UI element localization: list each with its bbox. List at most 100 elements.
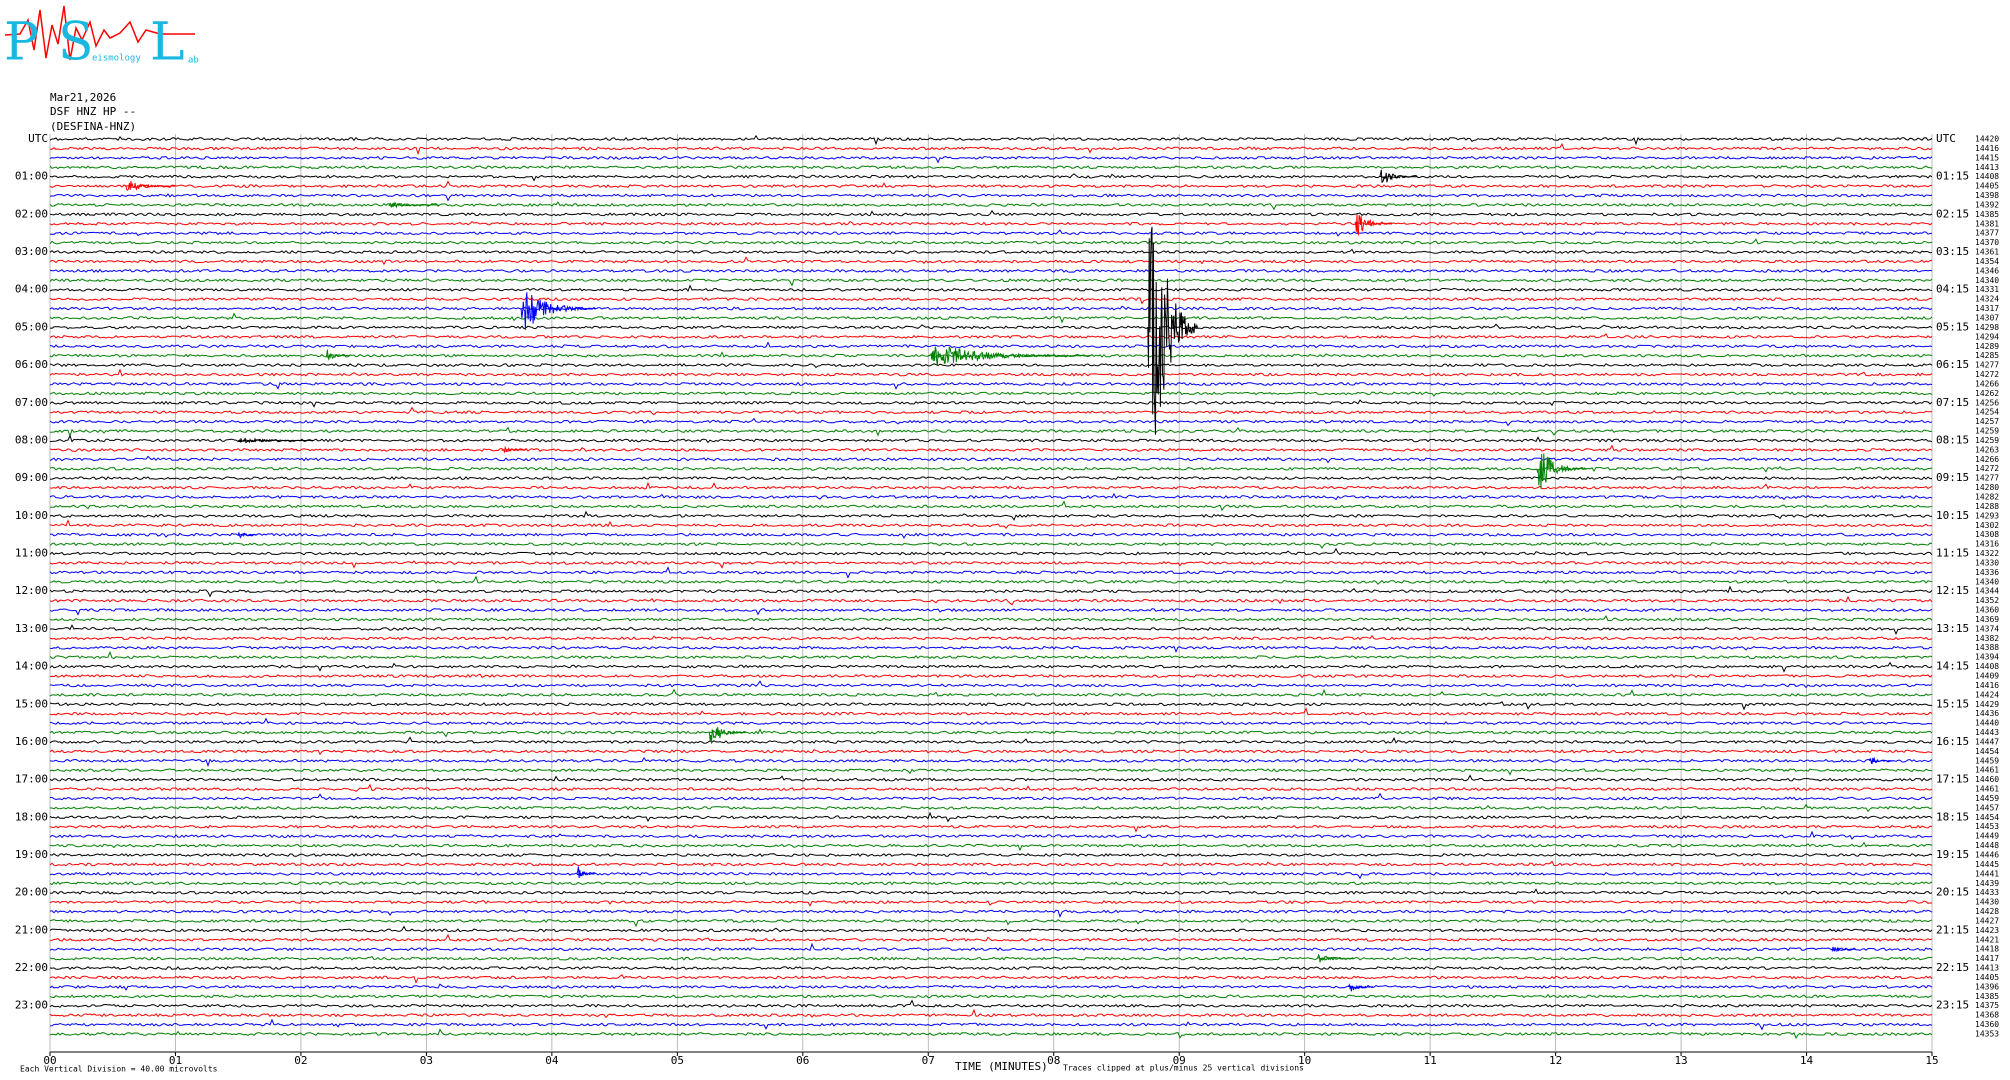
left-hour-label: 19:00 [15,848,48,861]
trace [49,1008,1932,1019]
trace-number: 14428 [1975,907,1999,916]
trace [49,661,1933,673]
x-tick-label: 02 [294,1054,307,1067]
x-tick-label: 14 [1800,1054,1814,1067]
trace [49,774,1932,782]
trace [49,201,1933,211]
trace [49,673,1933,679]
trace [49,268,1933,273]
left-hour-label: 17:00 [15,773,48,786]
trace-number: 14266 [1975,379,1999,388]
left-hour-label: 23:00 [15,999,48,1012]
trace [49,748,1933,756]
event [520,292,596,330]
logo-squiggle [4,5,195,61]
trace-number: 14282 [1975,493,1999,502]
trace [49,942,1933,952]
trace-number: 14436 [1975,709,1999,718]
event [501,445,527,454]
trace [49,728,1933,738]
trace [49,278,1933,287]
clip-note: Traces clipped at plus/minus 25 vertical… [1063,1064,1304,1073]
trace [49,465,1933,473]
x-axis-label: TIME (MINUTES) [955,1060,1048,1073]
trace-number: 14308 [1975,530,1999,539]
x-tick-label: 12 [1549,1054,1562,1067]
trace [49,860,1933,867]
trace [49,768,1932,776]
trace [49,841,1933,852]
trace-number: 14361 [1975,248,1999,257]
trace-number: 14360 [1975,606,1999,615]
trace [49,634,1933,641]
event [1354,214,1393,237]
trace-number: 14430 [1975,898,1999,907]
right-hour-label: UTC [1936,132,1956,145]
trace [49,888,1933,895]
left-hour-label: 18:00 [15,810,48,823]
trace-number: 14370 [1975,238,1999,247]
right-hour-label: 19:15 [1936,848,1969,861]
trace-number: 14398 [1975,191,1999,200]
trace-number: 14457 [1975,803,1999,812]
trace-number: 14369 [1975,615,1999,624]
right-hour-label: 15:15 [1936,697,1969,710]
trace [49,256,1933,266]
event [237,531,257,539]
x-tick-label: 13 [1674,1054,1687,1067]
trace-number: 14409 [1975,672,1999,681]
trace-number: 14374 [1975,624,1999,633]
trace-number: 14396 [1975,982,1999,991]
x-tick-label: 05 [671,1054,684,1067]
trace [49,209,1933,217]
trace [49,444,1933,452]
trace-number: 14416 [1975,144,1999,153]
trace [49,341,1933,349]
traces [49,134,1933,1039]
trace [49,381,1933,390]
trace-number: 14421 [1975,935,1999,944]
right-hour-label: 21:15 [1936,923,1969,936]
trace-number: 14440 [1975,719,1999,728]
trace [49,830,1933,840]
trace [49,173,1933,182]
trace [49,180,1933,189]
logo-s: S [58,13,94,73]
trace [49,595,1933,606]
trace [49,974,1933,984]
right-hour-label: 18:15 [1936,810,1969,823]
trace [49,608,1933,616]
x-tick-label: 07 [922,1054,935,1067]
right-hour-label: 01:15 [1936,170,1969,183]
logo-lab: ab [188,56,199,66]
trace [49,165,1933,170]
trace-number: 14413 [1975,163,1999,172]
trace-number: 14272 [1975,370,1999,379]
trace [49,560,1933,569]
trace [49,532,1933,539]
trace [49,575,1933,585]
trace-number: 14346 [1975,266,1999,275]
trace [49,426,1933,438]
trace [49,688,1933,697]
trace-number: 14307 [1975,314,1999,323]
header-channel: DSF HNZ HP -- [50,105,136,118]
right-hour-label: 13:15 [1936,622,1969,635]
trace [49,434,1933,444]
trace-number: 14277 [1975,474,1999,483]
left-hour-label: 21:00 [15,923,48,936]
trace-number: 14344 [1975,587,1999,596]
trace [49,966,1933,971]
left-hour-label: 05:00 [15,320,48,333]
trace-number: 14408 [1975,662,1999,671]
trace-number: 14443 [1975,728,1999,737]
trace-number: 14293 [1975,511,1999,520]
trace-number: 14447 [1975,737,1999,746]
event [388,201,439,209]
x-tick-label: 04 [545,1054,559,1067]
trace [49,417,1933,427]
trace-number: 14266 [1975,455,1999,464]
trace [49,803,1933,813]
trace [49,481,1933,490]
trace [49,909,1933,918]
